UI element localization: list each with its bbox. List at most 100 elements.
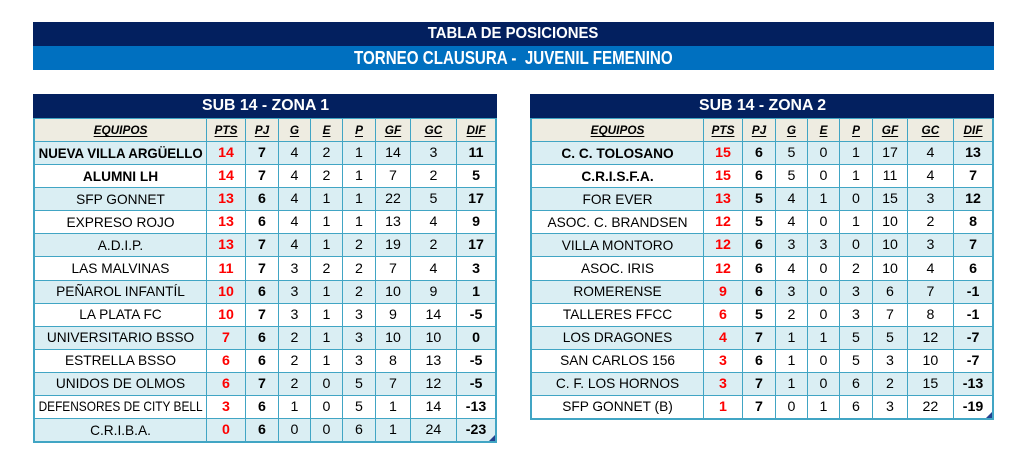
cell-text: 1 <box>719 398 727 415</box>
cell-text: UNIDOS DE OLMOS <box>55 376 186 392</box>
cell-text: -7 <box>966 329 980 346</box>
cell-text: 7 <box>258 306 266 323</box>
cell-text: 1 <box>355 168 363 185</box>
goals-for-cell: 7 <box>873 303 908 326</box>
drawn-cell: 1 <box>311 280 343 303</box>
points-cell: 13 <box>207 211 246 234</box>
cell-text: SFP GONNET (B) <box>562 399 673 415</box>
goals-against-cell: 7 <box>908 280 954 303</box>
cell-text: 3 <box>290 306 299 323</box>
goals-against-cell: 9 <box>411 280 457 303</box>
goals-for-cell: 14 <box>376 142 411 165</box>
cell-text: 3 <box>852 306 860 323</box>
cell-text: 0 <box>819 145 828 162</box>
played-cell: 7 <box>246 303 279 326</box>
cell-text: 17 <box>882 145 898 162</box>
played-cell: 6 <box>246 326 279 349</box>
drawn-cell: 0 <box>311 419 343 442</box>
cell-text: 2 <box>322 168 331 185</box>
points-cell: 3 <box>207 395 246 419</box>
won-cell: 4 <box>279 211 311 234</box>
cell-text: 3 <box>787 237 796 254</box>
won-cell: 3 <box>279 257 311 280</box>
cell-text: ASOC. IRIS <box>580 261 654 276</box>
cell-text: 5 <box>886 329 894 346</box>
won-cell: 4 <box>776 257 808 280</box>
cell-text: 0 <box>322 375 331 392</box>
cell-text: 6 <box>755 352 763 369</box>
cell-text: 3 <box>886 352 894 369</box>
team-name-cell: TALLERES FFCC <box>532 303 704 326</box>
lost-cell: 2 <box>840 257 873 280</box>
cell-text: 7 <box>258 145 266 162</box>
lost-cell: 1 <box>343 165 376 188</box>
cell-text: 1 <box>322 306 331 323</box>
team-name-cell: SFP GONNET (B) <box>532 395 704 419</box>
table-row: VILLA MONTORO 12 6 3 3 0 10 3 7 <box>532 233 993 257</box>
cell-text: -7 <box>966 352 980 369</box>
cell-text: 6 <box>886 283 894 300</box>
cell-text: 9 <box>389 306 397 323</box>
goals-for-cell: 13 <box>376 211 411 234</box>
lost-cell: 2 <box>343 280 376 303</box>
goals-against-cell: 14 <box>411 303 457 326</box>
goals-against-cell: 2 <box>908 211 954 234</box>
table-resize-handle-icon <box>489 435 496 442</box>
table-row: A.D.I.P. 13 7 4 1 2 19 2 17 <box>35 233 496 257</box>
goals-for-cell: 7 <box>376 165 411 188</box>
goals-against-cell: 13 <box>411 349 457 372</box>
played-cell: 6 <box>246 280 279 303</box>
played-cell: 7 <box>246 234 279 257</box>
goals-for-cell: 8 <box>376 349 411 372</box>
points-cell: 15 <box>704 165 743 188</box>
cell-text: ROMERENSE <box>573 284 662 300</box>
cell-text: 6 <box>222 375 230 392</box>
cell-text: PEÑAROL INFANTÍL <box>56 284 185 300</box>
goals-for-cell: 17 <box>873 142 908 165</box>
cell-text: 7 <box>755 398 763 415</box>
table-row: ESTRELLA BSSO 6 6 2 1 3 8 13 -5 <box>35 348 496 372</box>
team-name-cell: A.D.I.P. <box>35 234 207 257</box>
cell-text: -13 <box>465 398 487 415</box>
goals-for-cell: 10 <box>873 234 908 257</box>
points-cell: 6 <box>207 372 246 395</box>
cell-text: 0 <box>290 422 299 439</box>
cell-text: 14 <box>218 168 234 185</box>
cell-text: 1 <box>787 352 796 369</box>
team-name-cell: ASOC. IRIS <box>532 257 704 280</box>
drawn-cell: 1 <box>311 234 343 257</box>
won-cell: 3 <box>776 280 808 303</box>
cell-text: 4 <box>290 237 299 254</box>
cell-text: 22 <box>922 398 939 415</box>
played-cell: 6 <box>246 419 279 442</box>
cell-text: 14 <box>385 145 401 162</box>
lost-cell: 3 <box>840 280 873 303</box>
drawn-cell: 0 <box>808 280 840 303</box>
cell-text: 3 <box>926 237 935 254</box>
cell-text: 6 <box>258 191 266 208</box>
won-cell: 3 <box>279 303 311 326</box>
lost-cell: 6 <box>840 395 873 419</box>
table-row: ASOC. IRIS 12 6 4 0 2 10 4 6 <box>532 256 993 280</box>
points-cell: 7 <box>207 326 246 349</box>
column-header-drawn: E <box>808 119 840 142</box>
cell-text: -1 <box>966 283 980 300</box>
table-row: PEÑAROL INFANTÍL 10 6 3 1 2 10 9 1 <box>35 279 496 303</box>
played-cell: 5 <box>743 303 776 326</box>
won-cell: 4 <box>279 234 311 257</box>
cell-text: 13 <box>965 145 981 162</box>
cell-text: 2 <box>355 260 363 277</box>
goal-difference-cell: 17 <box>456 234 496 257</box>
cell-text: DEFENSORES DE CITY BELL <box>38 399 203 415</box>
cell-text: TALLERES FFCC <box>562 307 673 323</box>
points-cell: 9 <box>704 280 743 303</box>
drawn-cell: 0 <box>808 372 840 395</box>
cell-text: NUEVA VILLA ARGÜELLO <box>38 145 203 161</box>
cell-text: 5 <box>355 398 363 415</box>
cell-text: 0 <box>819 168 828 185</box>
drawn-cell: 0 <box>808 303 840 326</box>
played-cell: 5 <box>743 211 776 234</box>
goals-for-cell: 5 <box>873 326 908 349</box>
cell-text: C.R.I.B.A. <box>90 422 151 438</box>
table-row: SFP GONNET (B) 1 7 0 1 6 3 22 -19 <box>532 394 993 419</box>
